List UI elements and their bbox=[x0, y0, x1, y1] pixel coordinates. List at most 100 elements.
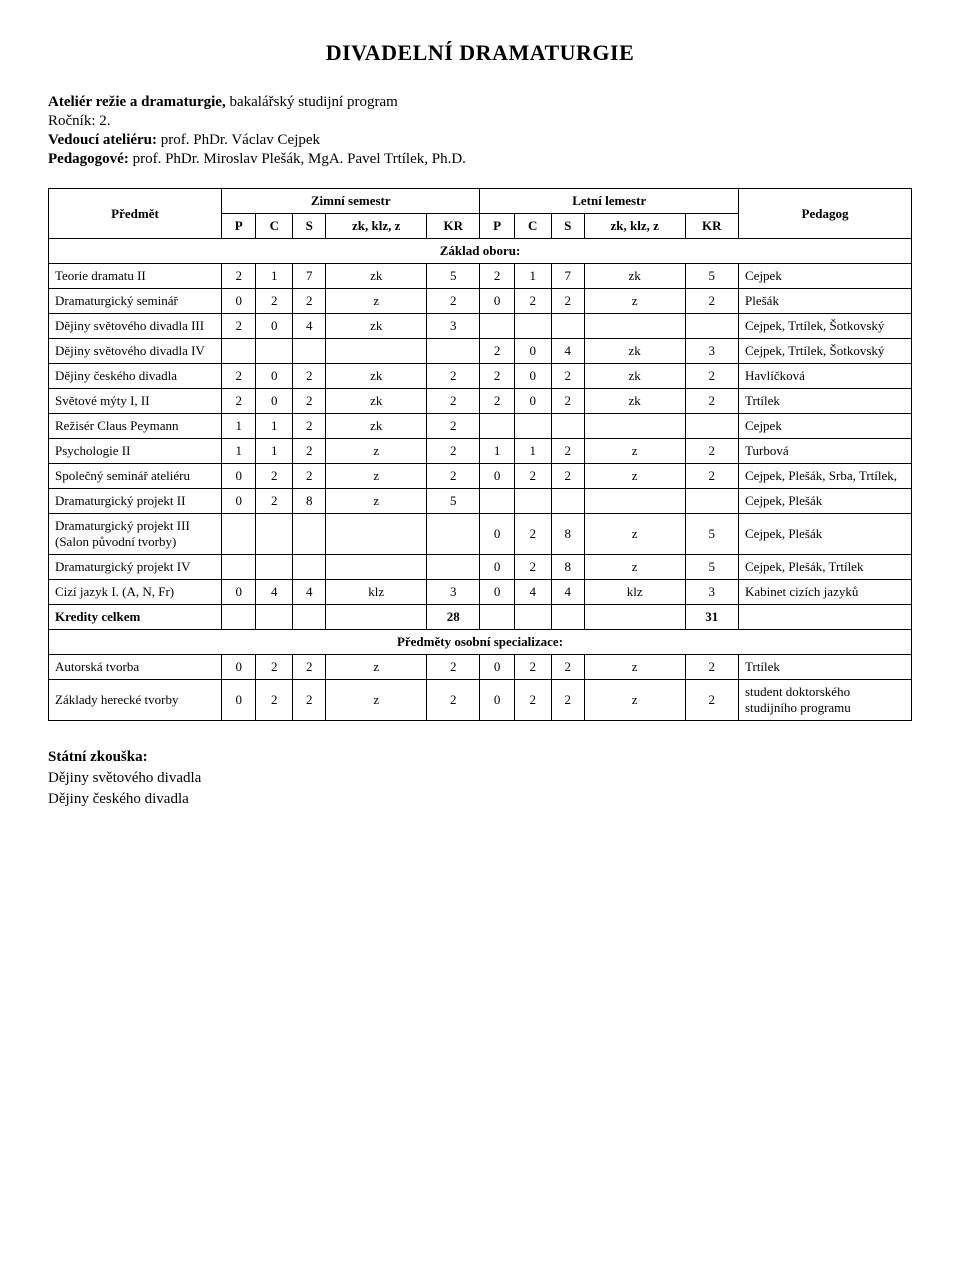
cell bbox=[551, 414, 584, 439]
cell bbox=[293, 339, 326, 364]
atelier-line: Ateliér režie a dramaturgie, bakalářský … bbox=[48, 94, 912, 111]
cell: 4 bbox=[551, 339, 584, 364]
section-row: Základ oboru: bbox=[49, 239, 912, 264]
table-row: Dějiny světového divadla III204zk3Cejpek… bbox=[49, 314, 912, 339]
cell: 2 bbox=[256, 489, 293, 514]
cell bbox=[480, 314, 514, 339]
cell: 2 bbox=[514, 655, 551, 680]
cell: klz bbox=[584, 580, 685, 605]
row-label: Dramaturgický seminář bbox=[49, 289, 222, 314]
cell: 1 bbox=[222, 414, 256, 439]
cell: zk bbox=[584, 389, 685, 414]
cell: 2 bbox=[427, 680, 480, 721]
cell: 2 bbox=[480, 364, 514, 389]
row-pedagog: Turbová bbox=[739, 439, 912, 464]
cell: 0 bbox=[480, 680, 514, 721]
col-z-s: S bbox=[293, 214, 326, 239]
row-pedagog: student doktorského studijního programu bbox=[739, 680, 912, 721]
cell bbox=[514, 605, 551, 630]
credits-letni: 31 bbox=[685, 605, 738, 630]
row-pedagog: Trtílek bbox=[739, 655, 912, 680]
cell: z bbox=[326, 289, 427, 314]
cell: 8 bbox=[293, 489, 326, 514]
cell: z bbox=[584, 439, 685, 464]
cell: 3 bbox=[685, 339, 738, 364]
cell: z bbox=[326, 464, 427, 489]
cell: z bbox=[326, 680, 427, 721]
cell: z bbox=[326, 655, 427, 680]
col-l-kr: KR bbox=[685, 214, 738, 239]
table-row: Základy herecké tvorby022z2022z2student … bbox=[49, 680, 912, 721]
row-label: Společný seminář ateliéru bbox=[49, 464, 222, 489]
cell: 3 bbox=[427, 314, 480, 339]
cell: 2 bbox=[293, 289, 326, 314]
cell: 2 bbox=[256, 289, 293, 314]
cell: z bbox=[584, 655, 685, 680]
cell: z bbox=[584, 289, 685, 314]
cell: 0 bbox=[222, 680, 256, 721]
table-row: Teorie dramatu II217zk5217zk5Cejpek bbox=[49, 264, 912, 289]
row-label: Cizí jazyk I. (A, N, Fr) bbox=[49, 580, 222, 605]
row-pedagog: Cejpek bbox=[739, 264, 912, 289]
cell: zk bbox=[326, 364, 427, 389]
cell: 0 bbox=[514, 339, 551, 364]
cell bbox=[427, 555, 480, 580]
col-z-p: P bbox=[222, 214, 256, 239]
cell: 4 bbox=[293, 314, 326, 339]
row-pedagog: Cejpek, Plešák, Srba, Trtílek, bbox=[739, 464, 912, 489]
table-row: Režisér Claus Peymann112zk2Cejpek bbox=[49, 414, 912, 439]
cell: 2 bbox=[427, 439, 480, 464]
table-row: Společný seminář ateliéru022z2022z2Cejpe… bbox=[49, 464, 912, 489]
cell: 2 bbox=[514, 514, 551, 555]
cell: 2 bbox=[222, 389, 256, 414]
row-label: Dramaturgický projekt IV bbox=[49, 555, 222, 580]
cell: 0 bbox=[480, 555, 514, 580]
cell bbox=[514, 414, 551, 439]
statni-zkouska-heading: Státní zkouška: bbox=[48, 749, 912, 766]
cell: 2 bbox=[256, 464, 293, 489]
atelier-label: Ateliér režie a dramaturgie, bbox=[48, 94, 226, 110]
cell: 7 bbox=[551, 264, 584, 289]
cell: 1 bbox=[514, 264, 551, 289]
cell: 2 bbox=[685, 655, 738, 680]
cell bbox=[293, 555, 326, 580]
row-label: Dějiny českého divadla bbox=[49, 364, 222, 389]
row-label: Dramaturgický projekt III (Salon původní… bbox=[49, 514, 222, 555]
atelier-rest: bakalářský studijní program bbox=[226, 94, 398, 110]
cell bbox=[326, 514, 427, 555]
cell: 0 bbox=[256, 314, 293, 339]
cell: 2 bbox=[293, 439, 326, 464]
table-row: Dramaturgický projekt II028z5Cejpek, Ple… bbox=[49, 489, 912, 514]
cell: 0 bbox=[480, 464, 514, 489]
cell: zk bbox=[326, 389, 427, 414]
cell bbox=[685, 489, 738, 514]
cell bbox=[480, 414, 514, 439]
row-label: Dějiny světového divadla IV bbox=[49, 339, 222, 364]
col-l-c: C bbox=[514, 214, 551, 239]
cell: 1 bbox=[514, 439, 551, 464]
cell: 2 bbox=[514, 680, 551, 721]
cell: 2 bbox=[480, 389, 514, 414]
cell: z bbox=[584, 555, 685, 580]
table-row: Dramaturgický seminář022z2022z2Plešák bbox=[49, 289, 912, 314]
cell: 2 bbox=[551, 439, 584, 464]
cell bbox=[685, 314, 738, 339]
cell: 2 bbox=[514, 464, 551, 489]
cell: 2 bbox=[293, 680, 326, 721]
cell bbox=[584, 414, 685, 439]
cell: z bbox=[584, 514, 685, 555]
cell: 5 bbox=[685, 555, 738, 580]
section-label: Základ oboru: bbox=[49, 239, 912, 264]
cell bbox=[256, 514, 293, 555]
cell: 2 bbox=[293, 655, 326, 680]
table-row: Autorská tvorba022z2022z2Trtílek bbox=[49, 655, 912, 680]
cell: 4 bbox=[256, 580, 293, 605]
cell: 2 bbox=[480, 264, 514, 289]
pedagogove-value: prof. PhDr. Miroslav Plešák, MgA. Pavel … bbox=[133, 151, 466, 167]
cell: 8 bbox=[551, 514, 584, 555]
cell bbox=[427, 339, 480, 364]
row-label: Světové mýty I, II bbox=[49, 389, 222, 414]
cell bbox=[256, 339, 293, 364]
cell bbox=[584, 314, 685, 339]
table-row: Psychologie II112z2112z2Turbová bbox=[49, 439, 912, 464]
